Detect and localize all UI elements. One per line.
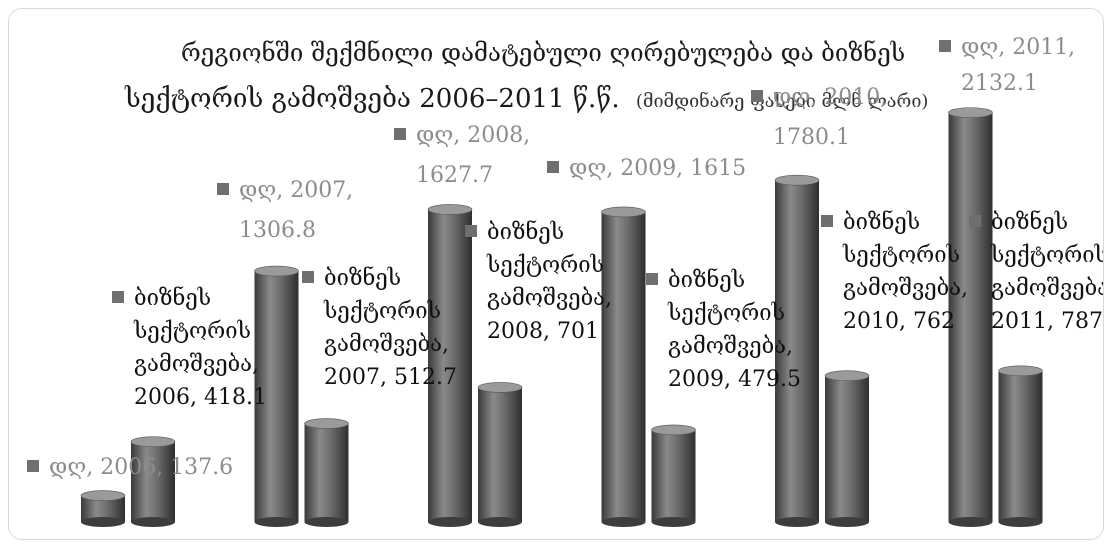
label-business-2006-line-2: სექტორის [133, 319, 251, 344]
label-gdp-2009: დღ, 2009, 1615 [547, 156, 746, 181]
label-gdp-2006: დღ, 2006, 137.6 [27, 455, 233, 480]
label-business-2006-marker [112, 291, 124, 303]
bars-group [80, 107, 1043, 527]
label-business-2006: ბიზნეს სექტორის გამოშვება, 2006, 418.1 [112, 285, 267, 410]
label-gdp-2006-line-1: დღ, 2006, 137.6 [49, 455, 233, 480]
chart-title-line1: რეგიონში შექმნილი დამატებული ღირებულება … [181, 39, 905, 67]
label-business-2007-line-4: 2007, 512.7 [324, 365, 457, 390]
label-gdp-2007-marker [217, 183, 229, 195]
label-gdp-2010-line-1: დღ, 2010, [773, 85, 887, 110]
label-gdp-2008-line-2: 1627.7 [416, 163, 493, 188]
label-business-2008-line-2: სექტორის [486, 253, 604, 278]
label-business-2006-line-1: ბიზნეს [134, 285, 211, 311]
label-business-2010-line-4: 2010, 762 [843, 309, 955, 334]
chart-svg: რეგიონში შექმნილი დამატებული ღირებულება … [27, 35, 1103, 527]
label-business-2011-line-1: ბიზნეს [991, 209, 1068, 235]
label-business-2007: ბიზნეს სექტორის გამოშვება, 2007, 512.7 [302, 265, 457, 390]
label-gdp-2011-line-2: 2132.1 [961, 71, 1038, 96]
label-gdp-2011: დღ, 2011, 2132.1 [939, 35, 1075, 96]
label-gdp-2008-line-1: დღ, 2008, [416, 123, 530, 148]
label-gdp-2011-marker [939, 40, 951, 52]
label-business-2010-marker [821, 215, 833, 227]
label-gdp-2009-marker [547, 161, 559, 173]
bar-gdp-2006 [80, 490, 126, 527]
label-gdp-2010: დღ, 2010, 1780.1 [751, 85, 887, 150]
label-business-2007-marker [302, 271, 314, 283]
label-gdp-2007: დღ, 2007, 1306.8 [217, 178, 353, 243]
label-business-2008: ბიზნეს სექტორის გამოშვება, 2008, 701 [465, 219, 612, 344]
label-business-2008-line-4: 2008, 701 [487, 319, 599, 344]
chart-title-line2-main: სექტორის გამოშვება 2006–2011 წ.წ. [124, 84, 620, 114]
label-gdp-2007-line-2: 1306.8 [239, 218, 316, 243]
bar-gdp-2011 [948, 107, 993, 527]
bar-gdp-2009 [601, 206, 646, 527]
bar-business-2011 [998, 365, 1043, 527]
label-business-2006-line-4: 2006, 418.1 [134, 385, 267, 410]
label-business-2010: ბიზნეს სექტორის გამოშვება, 2010, 762 [821, 209, 968, 334]
label-business-2008-marker [465, 225, 477, 237]
label-business-2010-line-1: ბიზნეს [843, 209, 920, 235]
label-gdp-2007-line-1: დღ, 2007, [239, 178, 353, 203]
label-business-2011-marker [969, 215, 981, 227]
label-business-2010-line-3: გამოშვება, [843, 276, 968, 301]
label-gdp-2006-marker [27, 460, 39, 472]
label-business-2008-line-1: ბიზნეს [487, 219, 564, 245]
label-business-2009-line-4: 2009, 479.5 [668, 367, 801, 392]
bar-gdp-2008 [427, 204, 473, 527]
chart-frame: რეგიონში შექმნილი დამატებული ღირებულება … [8, 8, 1104, 540]
label-gdp-2008: დღ, 2008, 1627.7 [394, 123, 530, 188]
chart-subtitle: (მიმდინარე ფასები მლნ ლარი) [636, 90, 929, 112]
label-gdp-2009-line-1: დღ, 2009, 1615 [569, 156, 746, 181]
label-business-2009-marker [646, 273, 658, 285]
bar-business-2009 [651, 424, 696, 527]
label-business-2010-line-2: სექტორის [842, 243, 960, 268]
label-business-2009-line-2: სექტორის [667, 301, 785, 326]
label-business-2006-line-3: გამოშვება, [134, 352, 259, 377]
label-gdp-2010-line-2: 1780.1 [773, 125, 850, 150]
label-business-2011-line-4: 2011, 787.3 [991, 309, 1103, 334]
bar-business-2010 [824, 370, 870, 527]
bar-business-2006 [130, 436, 176, 527]
label-business-2007-line-1: ბიზნეს [324, 265, 401, 291]
bar-business-2007 [304, 418, 349, 527]
label-business-2011: ბიზნეს სექტორის გამოშვება, 2011, 787.3 [969, 209, 1103, 334]
chart-title-line2: სექტორის გამოშვება 2006–2011 წ.წ. (მიმდი… [124, 84, 928, 114]
label-business-2007-line-2: სექტორის [323, 299, 441, 324]
label-gdp-2010-marker [751, 90, 763, 102]
label-business-2008-line-3: გამოშვება, [487, 286, 612, 311]
bar-gdp-2007 [254, 265, 299, 527]
bar-business-2008 [477, 382, 523, 527]
label-business-2009-line-1: ბიზნეს [668, 267, 745, 293]
label-gdp-2011-line-1: დღ, 2011, [961, 35, 1075, 60]
bar-gdp-2010 [774, 174, 820, 527]
label-gdp-2008-marker [394, 128, 406, 140]
label-business-2009: ბიზნეს სექტორის გამოშვება, 2009, 479.5 [646, 267, 801, 392]
label-business-2009-line-3: გამოშვება, [668, 334, 793, 359]
label-business-2007-line-3: გამოშვება, [324, 332, 449, 357]
label-business-2011-line-3: გამოშვება, [991, 276, 1103, 301]
labels-group: დღ, 2006, 137.6 დღ, 2007, 1306.8 დღ, 2008, 1… [27, 35, 1103, 480]
label-business-2011-line-2: სექტორის [990, 243, 1103, 268]
